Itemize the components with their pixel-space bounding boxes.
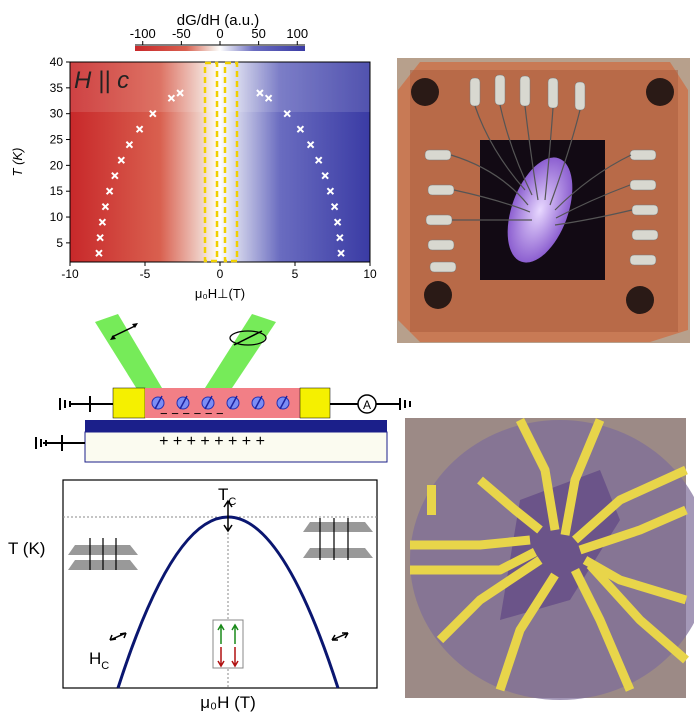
tc-sub: C (228, 496, 236, 508)
y-tick-label: 35 (50, 81, 64, 95)
y-tick-label: 15 (50, 184, 64, 198)
colorbar-tick-label: 50 (251, 26, 265, 41)
colorbar-tick-label: -100 (130, 26, 156, 41)
tc-main: T (218, 485, 228, 504)
hc-point (167, 94, 176, 102)
hc-sub: C (101, 660, 109, 672)
y-tick-label: 10 (50, 210, 64, 224)
hc-point (149, 109, 157, 118)
hc-point (264, 94, 273, 102)
hc-point (135, 125, 144, 133)
colorbar-tick-label: -50 (172, 26, 191, 41)
device-photo (397, 58, 690, 343)
x-tick-label: 5 (292, 267, 299, 281)
hc-point (306, 140, 315, 149)
hc-point (105, 187, 114, 195)
hc-point (321, 171, 329, 180)
x-tick-label: -5 (140, 267, 151, 281)
hc-point (337, 249, 345, 257)
colorbar-label: dG/dH (a.u.) (177, 12, 260, 29)
y-tick-label: 40 (50, 55, 64, 69)
tc-label: TC (218, 485, 236, 508)
hc-point (96, 234, 104, 242)
heatmap-shade (70, 62, 370, 112)
y-tick-label: 20 (50, 158, 64, 172)
x-tick-label: -10 (61, 267, 79, 281)
hc-main: H (89, 649, 101, 668)
colorbar-tick-label: 100 (286, 26, 308, 41)
x-axis-label: μ₀H (T) (200, 693, 256, 712)
x-tick-label: 0 (217, 267, 224, 281)
highlight-box (223, 61, 239, 263)
phase-diagram: T (K) TC HC μ₀H (T) (8, 479, 378, 712)
hc-point (314, 156, 323, 164)
hc-point (256, 89, 264, 97)
gate-charges: + + + + + + + + (159, 433, 265, 450)
y-axis-label: T (K) (8, 539, 45, 558)
device-schematic: − − − − − − A + + + + + + + + (35, 314, 411, 463)
y-axis-label: T (K) (10, 148, 25, 177)
hc-point (95, 249, 103, 257)
hc-point (125, 140, 134, 149)
y-tick-label: 30 (50, 107, 64, 121)
hc-point (117, 156, 126, 164)
hc-point (296, 125, 305, 133)
hc-point (336, 234, 344, 242)
spin-charges: − − − − − − (160, 406, 224, 421)
microscope-photo (405, 417, 694, 700)
hc-point (176, 89, 184, 97)
hc-label: HC (89, 649, 109, 672)
hc-point (330, 202, 339, 211)
x-tick-label: 10 (363, 267, 377, 281)
hc-point (326, 187, 335, 195)
hc-point (101, 202, 110, 211)
colorbar-tick-label: 0 (216, 26, 223, 41)
y-tick-label: 5 (56, 236, 63, 250)
hc-point (333, 218, 342, 226)
y-tick-label: 25 (50, 133, 64, 147)
colorbar (135, 46, 305, 51)
highlight-box (203, 61, 219, 263)
hc-point (283, 109, 291, 118)
hc-point (98, 218, 107, 226)
ammeter-label: A (363, 398, 371, 412)
annotation: H || c (74, 67, 129, 94)
x-axis-label: μ₀H⊥(T) (195, 286, 245, 301)
hc-point (111, 171, 119, 180)
